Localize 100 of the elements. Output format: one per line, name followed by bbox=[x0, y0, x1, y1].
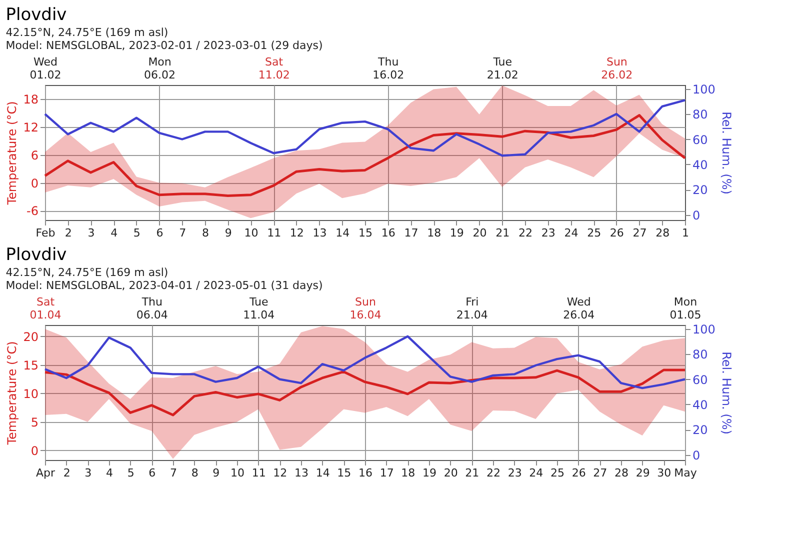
x-tick-label: 10 bbox=[244, 226, 258, 240]
x-tick-label: 22 bbox=[486, 466, 500, 480]
y2-tick-label: 20 bbox=[692, 423, 708, 438]
chart-title: Plovdiv bbox=[6, 5, 67, 25]
y-tick-label: 10 bbox=[23, 386, 38, 401]
x-tick-label: 8 bbox=[202, 226, 209, 240]
y-tick-label: 0 bbox=[30, 444, 38, 458]
x-tick-label: 11 bbox=[252, 466, 266, 480]
x-tick-label: 13 bbox=[312, 226, 327, 240]
x2-tick-label: Thu 16.02 bbox=[372, 56, 404, 82]
x-tick-label: 29 bbox=[636, 466, 650, 480]
line-series bbox=[44, 335, 686, 390]
x-tick-label: 26 bbox=[610, 226, 624, 240]
x-tick-label: May bbox=[674, 466, 698, 480]
chart-subtitle: 42.15°N, 24.75°E (169 m asl) bbox=[6, 266, 168, 279]
x-tick-label: 2 bbox=[64, 226, 72, 240]
x2-tick-label: Mon 06.02 bbox=[144, 56, 176, 82]
x-tick-label: 26 bbox=[572, 466, 586, 480]
x-tick-label: 18 bbox=[427, 226, 442, 240]
x-tick-label: 30 bbox=[657, 466, 672, 480]
x-tick-label: 16 bbox=[381, 226, 396, 240]
y-tick-label: -6 bbox=[26, 204, 38, 218]
x-tick-label: 6 bbox=[148, 466, 156, 480]
y-tick-label: 20 bbox=[23, 330, 38, 344]
y-tick-label: 5 bbox=[30, 415, 38, 430]
y2-tick-label: 60 bbox=[692, 372, 708, 387]
y2-tick-label: 0 bbox=[692, 208, 700, 222]
x-tick-label: 27 bbox=[632, 226, 647, 240]
y-tick-label: 0 bbox=[30, 176, 38, 190]
x-tick-label: 4 bbox=[110, 226, 118, 240]
x2-tick-label: Thu 06.04 bbox=[136, 296, 168, 322]
y-tick-label: 15 bbox=[23, 358, 38, 372]
x-tick-label: 11 bbox=[267, 226, 282, 240]
text: Model: NEMSGLOBAL, 2023-02-01 / 2023-03-01 (29 days) bbox=[6, 39, 323, 52]
x-tick-label: 14 bbox=[316, 466, 330, 480]
y2-tick-label: 40 bbox=[692, 398, 708, 412]
x-tick-label: 3 bbox=[88, 226, 95, 240]
x-tick-label: 12 bbox=[273, 466, 288, 480]
x-tick-label: 19 bbox=[450, 226, 464, 240]
x2-tick-label: Wed 26.04 bbox=[563, 296, 595, 322]
x-tick-label: 13 bbox=[294, 466, 308, 480]
y-axis-title: Temperature (°C) bbox=[5, 101, 20, 206]
x-tick-label: 17 bbox=[404, 226, 418, 240]
x-tick-label: 7 bbox=[170, 466, 177, 480]
x2-tick-label: Mon 01.05 bbox=[670, 296, 702, 322]
x2-tick-label: Sat 01.04 bbox=[30, 296, 62, 322]
y2-tick-label: 40 bbox=[692, 158, 708, 172]
line-series bbox=[44, 99, 686, 157]
x-tick-label: 1 bbox=[682, 226, 689, 240]
x-tick-label: 21 bbox=[465, 466, 480, 480]
y2-tick-label: 0 bbox=[692, 448, 700, 462]
x-tick-label: 24 bbox=[529, 466, 544, 480]
x-tick-label: 17 bbox=[380, 466, 394, 480]
x-tick-label: Feb bbox=[36, 226, 56, 240]
x-tick-label: 5 bbox=[133, 226, 140, 240]
x-tick-label: 23 bbox=[541, 226, 556, 240]
x-tick-label: 25 bbox=[587, 226, 602, 240]
x2-tick-label: Sun 16.04 bbox=[350, 296, 382, 322]
x-tick-label: 20 bbox=[472, 226, 487, 240]
y-tick-label: 6 bbox=[30, 148, 38, 162]
y2-tick-label: 80 bbox=[692, 108, 708, 122]
y2-tick-label: 80 bbox=[692, 348, 708, 362]
x-tick-label: 22 bbox=[518, 226, 532, 240]
y-tick-label: 12 bbox=[23, 120, 38, 134]
x-tick-label: Apr bbox=[36, 466, 56, 480]
x-tick-label: 15 bbox=[358, 226, 372, 240]
x-tick-label: 7 bbox=[179, 226, 186, 240]
x-tick-label: 14 bbox=[336, 226, 350, 240]
x2-tick-label: Sat 11.02 bbox=[258, 56, 290, 82]
x-tick-label: 10 bbox=[230, 466, 244, 480]
x2-tick-label: Tue 21.02 bbox=[486, 56, 518, 82]
x-tick-label: 4 bbox=[106, 466, 113, 480]
text: Model: NEMSGLOBAL, 2023-04-01 / 2023-05-01 (31 days) bbox=[6, 279, 323, 292]
line-series bbox=[44, 114, 686, 198]
x-tick-label: 5 bbox=[127, 466, 134, 480]
x-tick-label: 9 bbox=[212, 466, 220, 480]
x-tick-label: 18 bbox=[401, 466, 416, 480]
x-tick-label: 23 bbox=[508, 466, 522, 480]
x-tick-label: 16 bbox=[358, 466, 372, 480]
x-tick-label: 12 bbox=[290, 226, 304, 240]
x-tick-label: 25 bbox=[550, 466, 564, 480]
chart-subtitle: 42.15°N, 24.75°E (169 m asl) bbox=[6, 26, 168, 39]
x-tick-label: 9 bbox=[224, 226, 232, 240]
y-axis-title: Temperature (°C) bbox=[5, 341, 20, 446]
x-tick-label: 15 bbox=[337, 466, 352, 480]
x-tick-label: 3 bbox=[84, 466, 92, 480]
y2-tick-label: 100 bbox=[692, 322, 716, 336]
x2-tick-label: Fri 21.04 bbox=[456, 296, 488, 322]
x-tick-label: 24 bbox=[564, 226, 578, 240]
x2-tick-label: Sun 26.02 bbox=[601, 56, 633, 82]
x-tick-label: 2 bbox=[63, 466, 70, 480]
y2-tick-label: 20 bbox=[692, 183, 708, 198]
chart-title: Plovdiv bbox=[6, 245, 67, 265]
y2-axis-title: Rel. Hum. (%) bbox=[719, 352, 734, 434]
x2-tick-label: Tue 11.04 bbox=[243, 296, 275, 322]
y2-tick-label: 60 bbox=[692, 132, 708, 147]
x-tick-label: 19 bbox=[422, 466, 436, 480]
x-tick-label: 8 bbox=[191, 466, 198, 480]
y-tick-label: 18 bbox=[23, 92, 38, 106]
x-tick-label: 28 bbox=[614, 466, 628, 480]
